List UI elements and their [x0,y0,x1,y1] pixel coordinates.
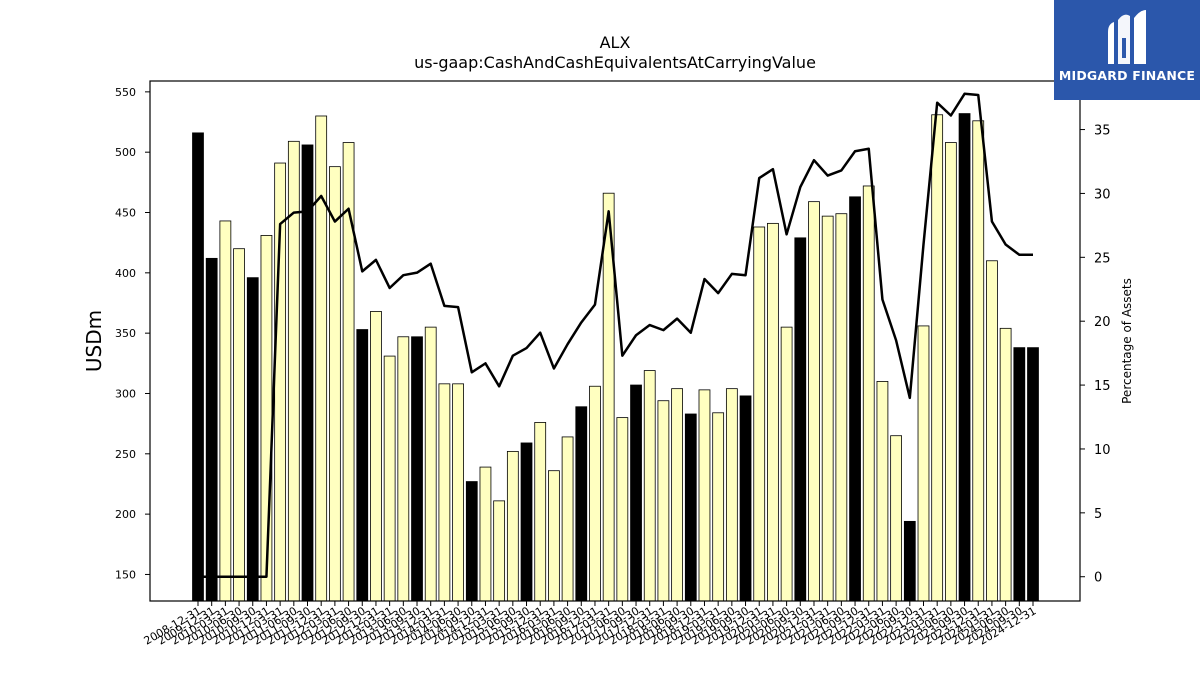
bar-2012-03-31 [329,166,341,602]
bar-2017-12-31 [643,370,656,602]
y2-tick-label: 30 [1094,187,1111,202]
chart-subtitle: us-gaap:CashAndCashEquivalentsAtCarrying… [414,53,816,72]
bar-2018-03-31 [657,400,670,602]
plot-frame [149,80,1081,602]
y2-tick-label: 25 [1094,251,1111,266]
bar-2012-12-31 [370,311,382,602]
brand-logo: MIDGARD FINANCE [1054,0,1200,100]
y2-tick-label: 5 [1094,507,1102,522]
bar-2013-06-30 [397,336,410,602]
y2-tick-label: 20 [1094,315,1111,330]
y2-axis-label: Percentage of Assets [1120,278,1134,404]
bar-2021-06-30 [835,213,848,602]
bar-2024-09-30 [1013,347,1026,602]
y-tick-label: 300 [115,387,136,400]
bar-2022-03-31 [876,381,889,602]
bar-2013-03-31 [383,355,396,602]
y-tick-label: 150 [115,568,136,581]
bar-2022-12-31 [917,325,930,602]
bar-2019-09-30 [739,395,752,602]
bar-2022-09-30 [903,520,916,602]
axes-layer: 150 200 250 300 350 400 450 500 550 0 5 10 15 20 25 30 3… [115,80,1111,648]
bar-2019-06-30 [725,388,738,602]
bar-2014-12-31 [479,466,492,602]
bar-2021-03-31 [821,215,834,602]
bar-2020-12-31 [808,201,820,602]
bar-2010-09-30 [246,277,259,602]
bar-2018-06-30 [671,388,683,602]
brand-name: MIDGARD FINANCE [1058,68,1196,83]
bar-2024-03-31 [986,260,998,602]
bar-2023-06-30 [944,142,957,602]
bar-2012-09-30 [356,329,369,602]
bar-2015-03-31 [493,500,506,602]
bar-2016-06-30 [561,436,574,602]
y-tick-label: 500 [115,146,136,159]
y-tick-label: 450 [115,207,136,220]
bar-2021-09-30 [849,196,861,602]
bar-2020-06-30 [780,326,793,602]
bar-2023-03-31 [931,114,944,602]
y2-tick-label: 0 [1094,571,1102,586]
bar-2013-12-31 [424,326,437,602]
bar-2023-09-30 [958,113,971,602]
bar-2016-03-31 [548,470,560,602]
bar-2016-12-31 [589,385,601,602]
bar-2015-12-31 [534,422,547,602]
bars-layer [192,113,1039,602]
bar-2020-09-30 [794,237,807,602]
bar-2024-06-30 [999,327,1012,602]
bar-2013-09-30 [411,336,423,602]
bar-2022-06-30 [890,435,902,602]
bar-2018-12-31 [698,389,711,602]
y-tick-label: 350 [115,327,136,340]
bar-2011-12-31 [315,115,328,602]
bar-2019-12-31 [753,226,766,602]
bar-2016-09-30 [575,406,588,602]
chart-title: ALX [600,33,631,52]
y2-tick-label: 35 [1094,124,1111,139]
bar-2014-03-31 [438,383,451,602]
y-axis-label: USDm [82,310,106,372]
y-tick-label: 250 [115,448,136,461]
line-layer [198,92,1033,578]
bar-2011-06-30 [287,140,300,602]
percentage-line [198,92,1033,578]
midgard-m-logo-icon [1108,10,1146,65]
bar-2009-12-31 [205,257,218,602]
y2-tick-label: 15 [1094,379,1111,394]
bar-2018-09-30 [684,413,697,602]
bar-2017-09-30 [630,384,642,602]
bar-2021-12-31 [862,185,875,602]
bar-2015-06-30 [506,450,519,602]
y2-tick-label: 10 [1094,443,1111,458]
y-tick-label: 200 [115,508,136,521]
bar-2014-09-30 [465,481,478,602]
bar-2020-03-31 [767,222,779,602]
y-tick-label: 400 [115,267,136,280]
bar-2010-03-31 [219,220,232,602]
bar-2010-06-30 [233,248,245,602]
y-tick-label: 550 [115,86,136,99]
bar-2014-06-30 [452,383,464,602]
bar-2008-12-31 [192,132,204,602]
bar-2011-09-30 [301,144,314,602]
bar-2019-03-31 [712,412,725,602]
bar-2015-09-30 [520,442,533,602]
bar-2023-12-31 [972,120,985,602]
bar-2017-06-30 [616,417,629,602]
bar-2024-12-31 [1027,347,1039,602]
